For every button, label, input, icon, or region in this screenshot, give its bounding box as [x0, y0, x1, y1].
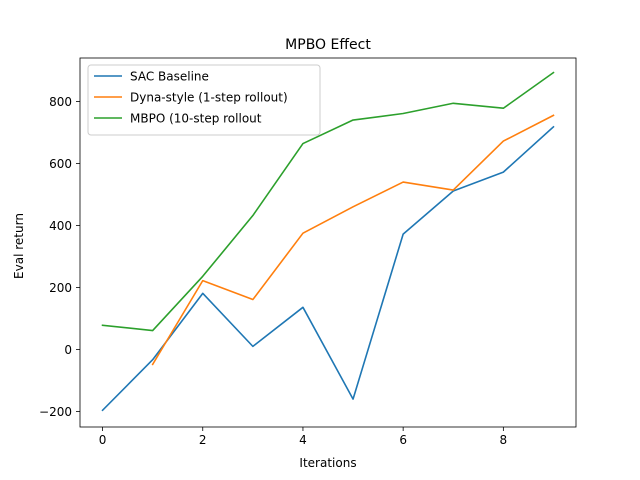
- y-axis-title: Eval return: [12, 213, 26, 279]
- x-tick-label: 2: [199, 433, 207, 447]
- plot-frame: [79, 57, 577, 428]
- legend-label: MBPO (10-step rollout: [130, 112, 262, 126]
- y-axis: −200 0 200 400 600 800: [39, 95, 80, 419]
- plot-lines: [101, 71, 555, 412]
- chart-title: MPBO Effect: [285, 37, 371, 53]
- x-axis-title: Iterations: [299, 456, 356, 470]
- legend-box: [87, 64, 321, 136]
- legend-label: Dyna-style (1-step rollout): [130, 91, 288, 105]
- series-line-3: [101, 71, 555, 332]
- series-line-1: [101, 125, 555, 412]
- legend: SAC Baseline Dyna-style (1-step rollout) M…: [87, 64, 321, 136]
- x-axis: 0 2 4 6 8: [99, 427, 507, 447]
- x-tick-label: 0: [99, 433, 107, 447]
- x-tick-label: 8: [500, 433, 508, 447]
- y-tick-label: 600: [49, 157, 72, 171]
- legend-label: SAC Baseline: [130, 70, 209, 84]
- series-line-2: [151, 114, 555, 366]
- y-tick-label: 200: [49, 281, 72, 295]
- y-tick-label: 400: [49, 219, 72, 233]
- y-tick-label: −200: [39, 405, 72, 419]
- x-tick-label: 4: [299, 433, 307, 447]
- y-tick-label: 800: [49, 95, 72, 109]
- x-tick-label: 6: [399, 433, 407, 447]
- y-tick-label: 0: [64, 343, 72, 357]
